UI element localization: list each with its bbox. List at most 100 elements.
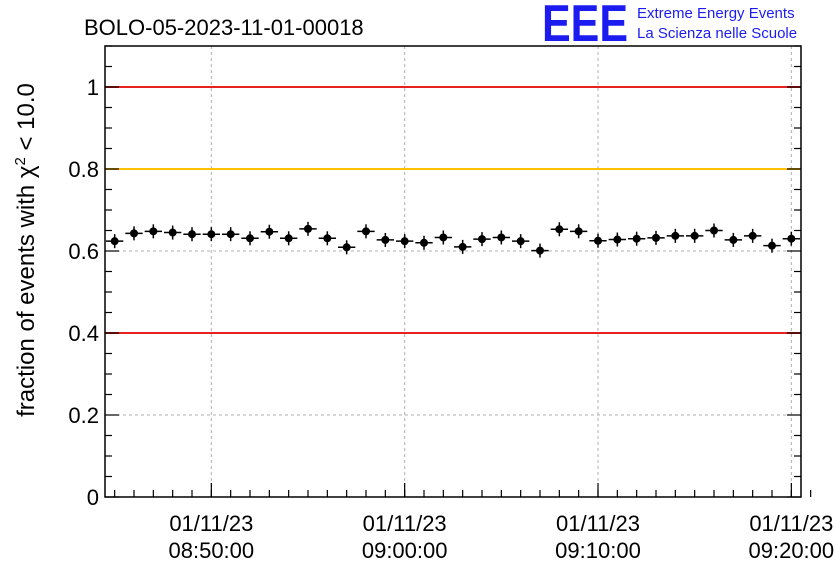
marker bbox=[342, 243, 351, 252]
eee-logo: EEE Extreme Energy Events La Scienza nel… bbox=[542, 0, 797, 53]
y-axis-label: fraction of events with χ2 < 10.0 bbox=[12, 83, 40, 417]
data-point-5 bbox=[202, 227, 220, 242]
data-point-11 bbox=[318, 231, 336, 246]
marker bbox=[594, 236, 602, 245]
data-point-20 bbox=[492, 230, 510, 245]
x-tick-time-3: 09:20:00 bbox=[749, 538, 835, 563]
marker bbox=[226, 230, 235, 239]
marker bbox=[323, 234, 332, 243]
marker bbox=[671, 231, 680, 240]
y-axis: 0 0.2 0.4 0.6 0.8 1 bbox=[68, 45, 801, 510]
reference-lines bbox=[105, 86, 801, 334]
data-point-22 bbox=[531, 243, 549, 258]
data-point-31 bbox=[705, 223, 723, 238]
grid bbox=[105, 46, 801, 497]
data-point-16 bbox=[415, 235, 433, 250]
marker bbox=[478, 235, 486, 244]
data-point-33 bbox=[744, 228, 762, 243]
x-tick-time-0: 08:50:00 bbox=[169, 538, 255, 563]
y-tick-label-1: 0.2 bbox=[68, 403, 99, 428]
data-point-19 bbox=[473, 232, 491, 247]
data-point-12 bbox=[338, 240, 356, 255]
data-point-3 bbox=[164, 225, 182, 240]
chart-title: BOLO-05-2023-11-01-00018 bbox=[84, 15, 364, 40]
marker bbox=[613, 235, 622, 244]
marker bbox=[748, 231, 757, 240]
data-point-14 bbox=[376, 232, 394, 247]
y-label-prefix: fraction of events with χ bbox=[13, 165, 40, 417]
x-tick-time-2: 09:10:00 bbox=[555, 538, 641, 563]
data-point-24 bbox=[570, 224, 588, 239]
marker bbox=[458, 242, 467, 251]
marker bbox=[188, 230, 196, 239]
data-point-4 bbox=[183, 227, 201, 242]
data-point-21 bbox=[512, 234, 530, 249]
y-tick-label-2: 0.4 bbox=[68, 321, 99, 346]
marker bbox=[787, 234, 796, 243]
marker bbox=[536, 246, 544, 255]
data-point-26 bbox=[608, 232, 626, 247]
plot-frame bbox=[104, 45, 802, 498]
marker bbox=[555, 225, 564, 234]
x-tick-date-2: 01/11/23 bbox=[556, 511, 640, 536]
data-point-0 bbox=[106, 234, 124, 249]
data-point-17 bbox=[434, 230, 452, 245]
y-label-superscript: 2 bbox=[12, 157, 29, 165]
marker bbox=[516, 237, 525, 246]
marker bbox=[130, 229, 138, 238]
marker bbox=[729, 235, 738, 244]
y-tick-label-3: 0.6 bbox=[68, 239, 99, 264]
data-point-10 bbox=[299, 221, 317, 236]
data-point-15 bbox=[396, 234, 414, 249]
x-tick-date-0: 01/11/23 bbox=[169, 511, 253, 536]
x-tick-date-3: 01/11/23 bbox=[749, 511, 833, 536]
marker bbox=[304, 224, 312, 233]
data-point-9 bbox=[280, 231, 298, 246]
marker bbox=[149, 227, 158, 236]
y-tick-label-0: 0 bbox=[87, 485, 99, 510]
data-points bbox=[106, 221, 800, 258]
data-point-28 bbox=[647, 230, 665, 245]
data-point-34 bbox=[763, 238, 781, 253]
data-point-13 bbox=[357, 224, 375, 239]
marker bbox=[168, 228, 177, 237]
y-label-suffix: < 10.0 bbox=[13, 83, 40, 157]
logo-mark: EEE bbox=[542, 0, 628, 53]
data-point-27 bbox=[628, 231, 646, 246]
marker bbox=[400, 237, 409, 246]
marker bbox=[110, 237, 119, 246]
data-point-32 bbox=[724, 232, 742, 247]
marker bbox=[439, 233, 448, 242]
data-point-30 bbox=[686, 228, 704, 243]
x-tick-time-1: 09:00:00 bbox=[362, 538, 448, 563]
y-tick-label-4: 0.8 bbox=[68, 157, 99, 182]
data-point-2 bbox=[144, 224, 162, 239]
marker bbox=[420, 238, 428, 247]
data-point-29 bbox=[666, 228, 684, 243]
data-point-18 bbox=[454, 239, 472, 254]
x-tick-date-1: 01/11/23 bbox=[363, 511, 447, 536]
marker bbox=[652, 233, 660, 242]
data-point-7 bbox=[241, 231, 259, 246]
marker bbox=[690, 231, 699, 240]
marker bbox=[207, 230, 216, 239]
marker bbox=[265, 227, 274, 236]
data-point-6 bbox=[222, 227, 240, 242]
logo-line-1: Extreme Energy Events bbox=[637, 5, 795, 22]
x-axis: 01/11/2308:50:0001/11/2309:00:0001/11/23… bbox=[114, 483, 835, 563]
data-point-35 bbox=[782, 231, 800, 246]
y-tick-label-5: 1 bbox=[87, 75, 99, 100]
marker bbox=[284, 234, 293, 243]
logo-line-2: La Scienza nelle Scuole bbox=[637, 25, 797, 42]
marker bbox=[497, 233, 506, 242]
marker bbox=[632, 234, 641, 243]
data-point-1 bbox=[125, 226, 143, 241]
marker bbox=[768, 241, 776, 250]
marker bbox=[574, 227, 583, 236]
data-point-8 bbox=[260, 224, 278, 239]
data-point-25 bbox=[589, 233, 607, 248]
marker bbox=[381, 235, 390, 244]
marker bbox=[246, 234, 254, 243]
marker bbox=[362, 227, 370, 236]
